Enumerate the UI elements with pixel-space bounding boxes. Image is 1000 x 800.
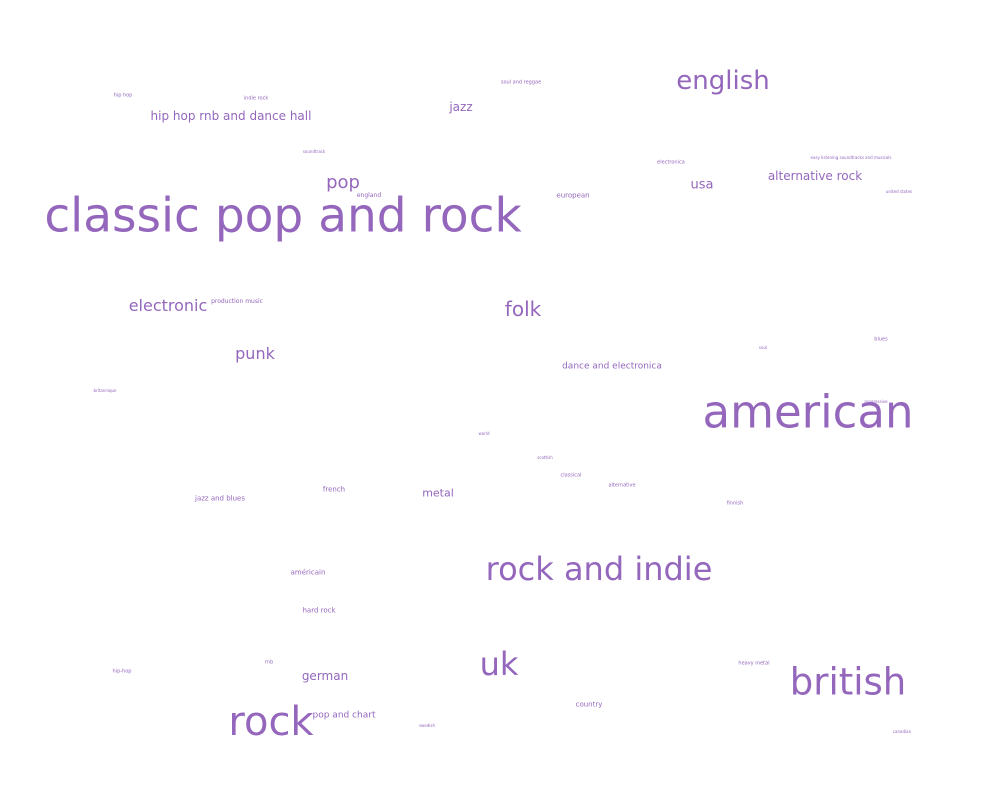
word-rnb: rnb xyxy=(264,659,274,666)
word-blues: blues xyxy=(874,336,888,343)
word-german: german xyxy=(301,669,349,683)
word-jazz-and-blues: jazz and blues xyxy=(195,494,245,503)
word-indie-rock: indie rock xyxy=(243,95,269,102)
word-jazz: jazz xyxy=(449,100,473,114)
word-electronica: electronica xyxy=(657,159,685,166)
word-hard-rock: hard rock xyxy=(302,606,336,615)
word-rock-and-indie: rock and indie xyxy=(485,550,713,588)
word-swedish: swedish xyxy=(418,723,436,728)
word-hip-hop-rnb-and-dance-hall: hip hop rnb and dance hall xyxy=(150,109,312,123)
word-heavy-metal: heavy metal xyxy=(738,660,770,667)
word-french: french xyxy=(322,485,346,494)
word-country: country xyxy=(575,700,603,709)
word-scottish: scottish xyxy=(537,455,553,460)
word-folk: folk xyxy=(504,297,542,321)
word-british: british xyxy=(789,660,907,704)
word-usa: usa xyxy=(690,177,714,193)
word-progressive: progressive xyxy=(864,399,888,404)
word-england: england xyxy=(356,192,382,199)
word-alternative: alternative xyxy=(608,482,636,489)
word-pop: pop xyxy=(326,172,360,193)
word-production-music: production music xyxy=(211,298,263,305)
word-english: english xyxy=(676,66,770,96)
word-pop-and-chart: pop and chart xyxy=(312,710,376,721)
word-punk: punk xyxy=(235,344,275,363)
word-hip-hop: hip hop xyxy=(113,92,133,99)
word-united-states: united states xyxy=(885,189,913,194)
word-rock: rock xyxy=(228,699,314,745)
word-alternative-rock: alternative rock xyxy=(767,169,863,183)
word-canadian: canadian xyxy=(892,729,912,734)
word-dance-and-electronica: dance and electronica xyxy=(562,361,662,372)
word-world: world xyxy=(478,431,490,436)
word-hip-hop-hyphen: hip-hop xyxy=(112,668,132,675)
word-european: european xyxy=(556,191,590,200)
word-soul-and-reggae: soul and reggae xyxy=(500,79,542,86)
word-americain: américain xyxy=(290,568,326,577)
word-soul: soul xyxy=(758,345,768,350)
word-uk: uk xyxy=(479,645,519,683)
word-metal: metal xyxy=(422,486,454,500)
word-classical: classical xyxy=(560,472,582,479)
word-easy-listening: easy listening soundtracks and musicals xyxy=(810,155,892,160)
word-britannique: britannique xyxy=(93,388,117,393)
word-american: american xyxy=(702,385,914,439)
word-soundtrack: soundtrack xyxy=(302,149,326,154)
word-finnish: finnish xyxy=(726,500,744,507)
word-electronic: electronic xyxy=(128,296,208,315)
word-classic-pop-and-rock: classic pop and rock xyxy=(44,188,522,244)
